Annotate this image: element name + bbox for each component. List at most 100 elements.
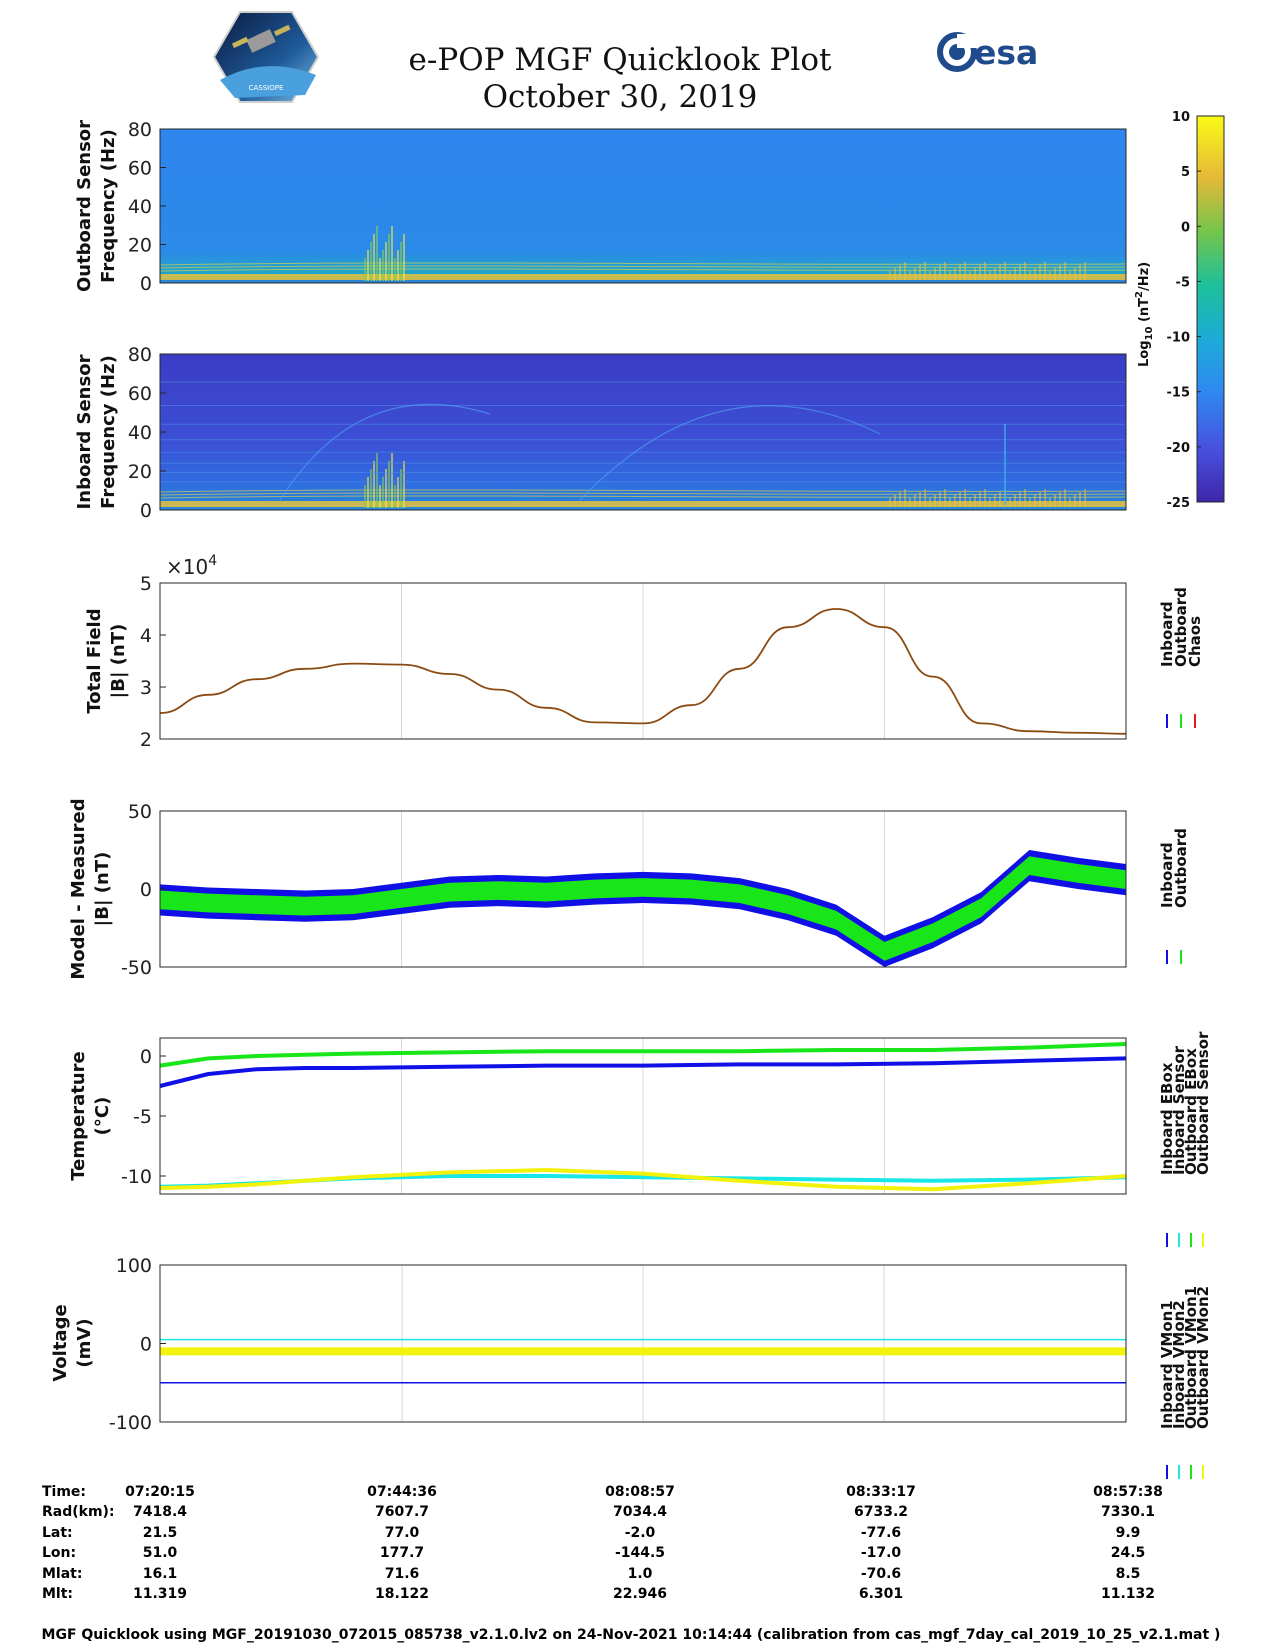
ephemeris-row-label: Lat: [42, 1525, 73, 1541]
inboard-spectrogram-ytick-label: 20 [128, 461, 152, 483]
model-measured-ytick-label: -50 [121, 957, 152, 979]
temperature-panel: 0 -5 -10 Temperature (°C) Inboard EBoxInbo… [68, 1031, 1212, 1247]
temperature-legend-label: Outboard Sensor [1194, 1031, 1212, 1175]
model-measured-ylabel-2: |B| (nT) [92, 852, 113, 927]
total-field-legend-label: Outboard [1172, 587, 1190, 667]
ephemeris-cell: 18.122 [375, 1586, 429, 1602]
total-field-ytick-label: 3 [140, 677, 152, 699]
outboard-band [160, 856, 1126, 961]
voltage-ylabel-2: (mV) [74, 1318, 95, 1367]
colorbar: 10 5 0 -5 -10 -15 -20 -25 Log10 (nT2/Hz) [1134, 110, 1225, 511]
temperature-legend-label: Inboard Sensor [1170, 1045, 1188, 1175]
ephemeris-cell: 6.301 [859, 1586, 903, 1602]
total-field-ytick-label: 2 [140, 729, 152, 751]
harmonic-line [159, 492, 1127, 496]
outboard-ebox-line [159, 1042, 1127, 1068]
temperature-legend-label: Inboard EBox [1158, 1062, 1176, 1175]
voltage-ylabel-1: Voltage [50, 1304, 71, 1381]
ephemeris-row-label: Lon: [42, 1545, 76, 1561]
ephemeris-cell: 16.1 [143, 1566, 178, 1582]
voltage-panel: 100 0 -100 Voltage (mV) Inboard VMon1Inboa… [50, 1255, 1212, 1479]
ephemeris-cell: 7330.1 [1101, 1504, 1155, 1520]
colorbar-tick-label: 5 [1181, 165, 1190, 180]
ephemeris-row-label: Time: [42, 1484, 86, 1500]
voltage-legend-label: Inboard VMon1 [1158, 1300, 1176, 1429]
ephemeris-cell: 6733.2 [854, 1504, 908, 1520]
model-measured-yticks: 50 0 -50 [121, 801, 166, 979]
esa-logo-text: esa [974, 33, 1038, 72]
temperature-yticks: 0 -5 -10 [121, 1046, 166, 1188]
inboard-spectrogram-ylabel-1: Inboard Sensor [74, 354, 95, 509]
outboard-spectrogram-ytick-label: 20 [128, 235, 152, 257]
ephemeris-cell: 51.0 [143, 1545, 178, 1561]
temperature-ylabel-2: (°C) [92, 1097, 113, 1136]
whistler-trace [279, 403, 491, 501]
ephemeris-row-label: Mlat: [42, 1566, 82, 1582]
ephemeris-cell: -2.0 [625, 1525, 656, 1541]
total-field-line [159, 608, 1127, 735]
total-field-legend-label: Inboard [1158, 601, 1176, 667]
total-field-grid [401, 583, 885, 739]
inboard-spectrogram: 80 60 40 20 0 Inboard Sensor Frequency (Hz) [74, 344, 1127, 522]
ephemeris-cell: -17.0 [861, 1545, 902, 1561]
total-field-ytick-label: 5 [140, 573, 152, 595]
temperature-legend-label: Outboard EBox [1182, 1048, 1200, 1175]
voltage-yticks: 100 0 -100 [109, 1255, 166, 1434]
inboard-spectrogram-ytick-label: 80 [128, 344, 152, 366]
inboard-band [160, 850, 1126, 967]
total-field-ylabel-1: Total Field [84, 608, 105, 713]
total-field-ylabel-2: |B| (nT) [108, 624, 129, 699]
colorbar-ticks: 10 5 0 -5 -10 -15 -20 -25 [1167, 110, 1201, 511]
ephemeris-cell: -70.6 [861, 1566, 901, 1582]
harmonic-line [159, 268, 1127, 272]
colorbar-tick-label: 0 [1181, 220, 1190, 235]
ephemeris-row-label: Mlt: [42, 1586, 73, 1602]
temperature-ytick-label: 0 [140, 1046, 152, 1068]
colorbar-tick-label: -5 [1176, 275, 1190, 290]
voltage-lines [160, 1338, 1126, 1384]
total-field-exponent: ×104 [166, 553, 217, 579]
figure-date: October 30, 2019 [483, 79, 758, 115]
voltage-ytick-label: 100 [116, 1255, 152, 1277]
ephemeris-cell: 1.0 [628, 1566, 653, 1582]
lowfreq-floor [160, 507, 1126, 510]
ephemeris-cell: 7034.4 [613, 1504, 667, 1520]
ephemeris-cell: 07:20:15 [125, 1484, 195, 1500]
outboard-spectrogram-ytick-label: 80 [128, 119, 152, 141]
figure-title: e-POP MGF Quicklook Plot [409, 42, 832, 78]
ephemeris-cell: -77.6 [861, 1525, 901, 1541]
colorbar-label: Log10 (nT2/Hz) [1134, 262, 1155, 367]
ephemeris-cell: 177.7 [380, 1545, 424, 1561]
voltage-grid [401, 1265, 885, 1422]
voltage-legend-label: Outboard VMon2 [1194, 1286, 1212, 1429]
temperature-ytick-label: -10 [121, 1166, 152, 1188]
temperature-lines [159, 1042, 1127, 1192]
ephemeris-cell: 11.319 [133, 1586, 187, 1602]
model-measured-bands [160, 850, 1126, 967]
ephemeris-cell: -144.5 [615, 1545, 665, 1561]
inboard-spectrogram-ytick-label: 0 [140, 500, 152, 522]
lowfreq-band [160, 501, 1126, 510]
ephemeris-cell: 24.5 [1111, 1545, 1146, 1561]
ephemeris-table: Time: Rad(km): Lat: Lon: Mlat: Mlt: 07:20:15 74… [42, 1484, 1163, 1602]
total-field-panel: 5 4 3 2 ×104 Total Field |B| (nT) InboardOu… [84, 553, 1204, 751]
model-measured-ytick-label: 0 [140, 879, 152, 901]
ephemeris-cell: 8.5 [1116, 1566, 1141, 1582]
model-measured-panel: 50 0 -50 Model - Measured |B| (nT) Inboard… [68, 798, 1190, 979]
voltage-legend-label: Inboard VMon2 [1170, 1300, 1188, 1429]
model-measured-ylabel-1: Model - Measured [68, 798, 89, 979]
outboard-spectrogram: 80 60 40 20 0 Outboard Sensor Frequency (Hz) [74, 119, 1127, 295]
outboard-sensor-line [159, 1168, 1127, 1192]
ephemeris-cell: 77.0 [385, 1525, 420, 1541]
harmonic-line [159, 265, 1127, 269]
outboard-spectrogram-ytick-label: 0 [140, 273, 152, 295]
lowfreq-floor [160, 280, 1126, 283]
total-field-legend-label: Chaos [1186, 616, 1204, 667]
ephemeris-cell: 07:44:36 [367, 1484, 437, 1500]
ephemeris-cell: 7607.7 [375, 1504, 429, 1520]
inboard-spectrogram-ytick-label: 40 [128, 422, 152, 444]
